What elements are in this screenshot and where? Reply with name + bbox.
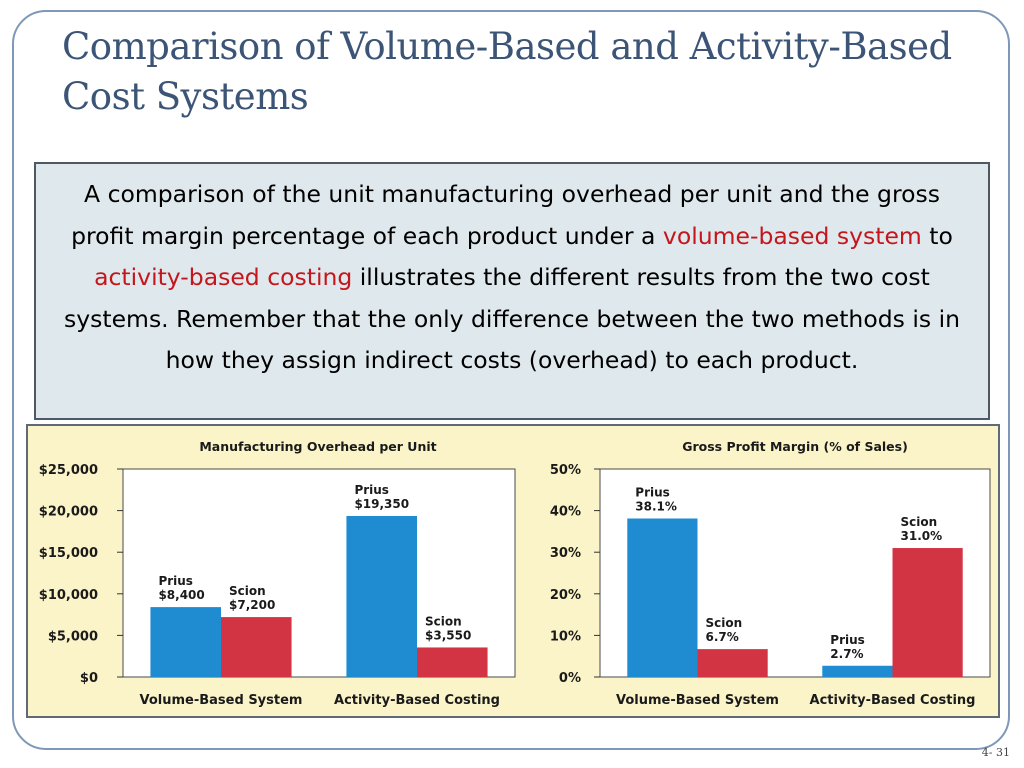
chart2-bar-product-label: Scion [706, 616, 743, 630]
callout-text-2: to [921, 221, 953, 250]
chart2-ytick-label: 30% [550, 546, 581, 561]
slide-title: Comparison of Volume-Based and Activity-… [62, 25, 952, 118]
chart2-ytick-label: 40% [550, 505, 581, 520]
chart2-bar-value-label: 2.7% [830, 647, 863, 661]
chart1-bar-prius-2 [346, 516, 417, 677]
chart1-ytick-label: $10,000 [39, 588, 98, 603]
callout-text-1: A comparison of the unit manufacturing o… [71, 180, 940, 250]
chart2-category-label: Activity-Based Costing [810, 693, 976, 708]
chart2-bar-scion-1 [697, 649, 768, 677]
chart2-bar-value-label: 6.7% [706, 630, 739, 644]
chart1-category-label: Volume-Based System [140, 693, 303, 708]
chart2-ytick-label: 20% [550, 588, 581, 603]
chart1-bar-product-label: Scion [425, 614, 462, 628]
chart1-ytick-label: $15,000 [39, 546, 98, 561]
chart1-bar-value-label: $8,400 [158, 588, 204, 602]
chart1-category-label: Activity-Based Costing [334, 693, 500, 708]
chart2-ytick-label: 50% [550, 463, 581, 478]
chart1-ytick-label: $25,000 [39, 463, 98, 478]
chart1-bar-scion-2 [417, 647, 488, 677]
charts-canvas: Manufacturing Overhead per Unit $0 $5,000 $… [39, 439, 991, 708]
chart1-bar-scion-1 [221, 617, 292, 677]
slide-frame [12, 10, 1010, 750]
chart2-category-label: Volume-Based System [616, 693, 779, 708]
chart1-bar-value-label: $7,200 [229, 598, 275, 612]
chart2-bar-prius-2 [822, 665, 893, 677]
chart2-title: Gross Profit Margin (% of Sales) [682, 439, 908, 454]
chart2-bar-product-label: Scion [901, 515, 938, 529]
chart2-bar-prius-1 [627, 518, 698, 677]
chart1-title: Manufacturing Overhead per Unit [199, 439, 436, 454]
chart2-bar-value-label: 38.1% [635, 500, 677, 514]
callout-highlight-volume-based: volume-based system [662, 221, 922, 250]
chart2-bar-product-label: Prius [830, 633, 865, 647]
chart2-ytick-label: 10% [550, 629, 581, 644]
callout-highlight-activity-based: activity-based costing [94, 263, 353, 291]
chart1-ytick-label: $5,000 [48, 629, 98, 644]
chart1-ytick-label: $0 [80, 671, 98, 686]
chart2-bar-scion-2 [892, 548, 963, 677]
chart1-bar-prius-1 [150, 607, 221, 677]
chart1-bar-value-label: $19,350 [354, 497, 409, 511]
chart1-bar-value-label: $3,550 [425, 628, 471, 642]
chart2-bar-value-label: 31.0% [901, 529, 943, 543]
chart2-bar-product-label: Prius [635, 486, 670, 500]
chart1-ytick-label: $20,000 [39, 505, 98, 520]
page-number: 4- 31 [981, 746, 1010, 759]
callout-text-3: illustrates the different results from t… [63, 263, 960, 374]
chart1-bar-product-label: Prius [354, 483, 389, 497]
explanation-callout: A comparison of the unit manufacturing o… [34, 162, 990, 420]
chart1-bar-product-label: Prius [158, 574, 193, 588]
chart1-bar-product-label: Scion [229, 584, 266, 598]
charts-panel: Manufacturing Overhead per Unit $0 $5,000 $… [26, 424, 1000, 718]
chart2-ytick-label: 0% [559, 671, 581, 686]
